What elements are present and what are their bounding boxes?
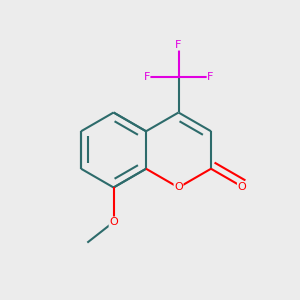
Text: F: F (143, 72, 150, 82)
Text: O: O (109, 217, 118, 227)
Text: O: O (238, 182, 246, 192)
Text: F: F (175, 40, 182, 50)
Text: O: O (174, 182, 183, 193)
Text: F: F (207, 72, 214, 82)
